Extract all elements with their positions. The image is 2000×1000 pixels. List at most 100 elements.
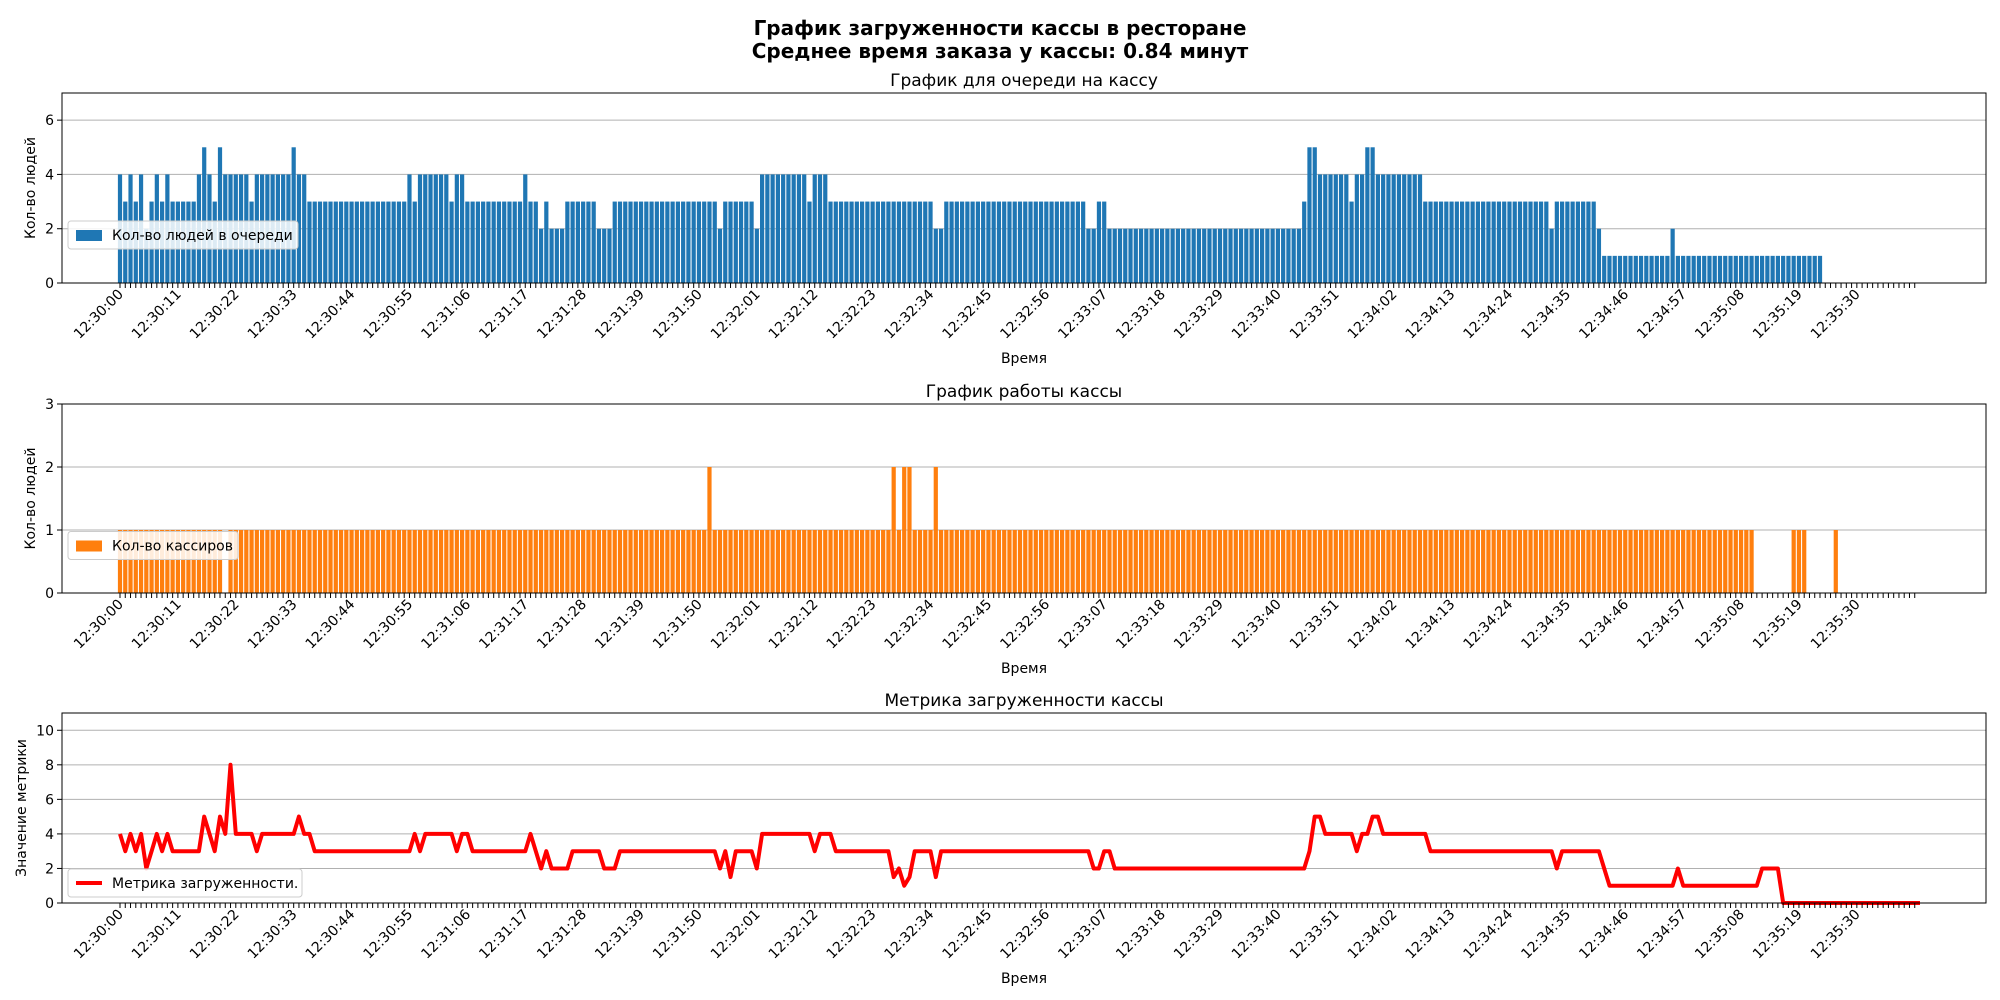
bar [1107, 530, 1112, 593]
bar [228, 530, 233, 593]
bar [265, 530, 270, 593]
x-axis-label: Время [1001, 971, 1047, 987]
x-tick-label: 12:34:02 [1345, 597, 1401, 653]
bar [1075, 201, 1080, 283]
bar [1670, 228, 1675, 283]
bar [1149, 228, 1154, 283]
bar [1575, 530, 1580, 593]
bar [1344, 174, 1349, 283]
bar [602, 530, 607, 593]
bar [1233, 530, 1238, 593]
bar [1602, 530, 1607, 593]
bar [702, 530, 707, 593]
bar [1802, 255, 1807, 283]
bar [696, 530, 702, 593]
subplot-title: Метрика загруженности кассы [884, 691, 1163, 711]
bar [1749, 530, 1754, 593]
bar [1786, 255, 1791, 283]
bar [349, 201, 354, 283]
bar [1438, 530, 1444, 593]
bar [1323, 530, 1328, 593]
bar [1296, 530, 1302, 593]
bar [1012, 530, 1017, 593]
bar [517, 530, 523, 593]
plot-frame [61, 92, 1987, 284]
bar [1375, 174, 1380, 283]
x-tick-label: 12:30:44 [303, 906, 359, 962]
bar [1291, 530, 1296, 593]
bar [1712, 530, 1717, 593]
bar [1123, 530, 1128, 593]
x-tick-label: 12:31:50 [650, 287, 706, 343]
bar [1754, 255, 1759, 283]
bar [1591, 201, 1596, 283]
bar [286, 530, 291, 593]
bar [744, 530, 749, 593]
bar [354, 530, 359, 593]
bar [486, 201, 491, 283]
bar [923, 530, 928, 593]
bar [360, 530, 365, 593]
bar [1544, 201, 1549, 283]
bar [407, 530, 412, 593]
bar [1260, 530, 1265, 593]
bar [275, 530, 280, 593]
bar [407, 174, 412, 283]
bar [707, 467, 712, 593]
bar [1575, 201, 1580, 283]
x-tick-label: 12:35:19 [1750, 287, 1806, 343]
bar [1286, 530, 1291, 593]
x-tick-label: 12:34:46 [1576, 906, 1632, 962]
bar [423, 174, 428, 283]
bar [928, 201, 933, 283]
bar [438, 530, 444, 593]
x-tick-label: 12:35:30 [1808, 907, 1864, 963]
x-tick-label: 12:30:11 [129, 597, 185, 653]
bar [317, 530, 323, 593]
bar [1723, 530, 1728, 593]
bar [1233, 228, 1238, 283]
bar [1228, 228, 1233, 283]
x-tick-label: 12:30:11 [129, 287, 185, 343]
bar [1796, 255, 1802, 283]
bar [1133, 530, 1138, 593]
bar [1617, 530, 1623, 593]
bar [923, 201, 928, 283]
bar [465, 530, 470, 593]
bar [902, 467, 907, 593]
bar [1533, 530, 1538, 593]
bar [1133, 228, 1138, 283]
bar [1417, 174, 1423, 283]
bar [823, 174, 828, 283]
x-tick-label: 12:32:34 [882, 286, 938, 342]
bar [1502, 530, 1507, 593]
bar [1307, 147, 1312, 283]
bar [1102, 530, 1107, 593]
bar [1560, 201, 1565, 283]
bar [1017, 201, 1023, 283]
bar [1460, 530, 1465, 593]
plot-frame [61, 403, 1987, 594]
bar [1649, 530, 1654, 593]
bar [1238, 228, 1244, 283]
bar [1596, 228, 1602, 283]
bar [323, 201, 328, 283]
bar [1665, 255, 1670, 283]
bar [1486, 530, 1491, 593]
bar [460, 174, 465, 283]
bar [1402, 174, 1407, 283]
bar [712, 530, 717, 593]
bar [144, 228, 149, 283]
bar [723, 530, 728, 593]
bar [860, 201, 865, 283]
bar [1433, 201, 1438, 283]
x-tick-label: 12:32:34 [882, 906, 938, 962]
bar [1228, 530, 1233, 593]
bar [470, 201, 475, 283]
bar [1191, 228, 1196, 283]
bar [1033, 201, 1038, 283]
bar [1212, 228, 1217, 283]
bar [638, 530, 644, 593]
bar [870, 530, 875, 593]
